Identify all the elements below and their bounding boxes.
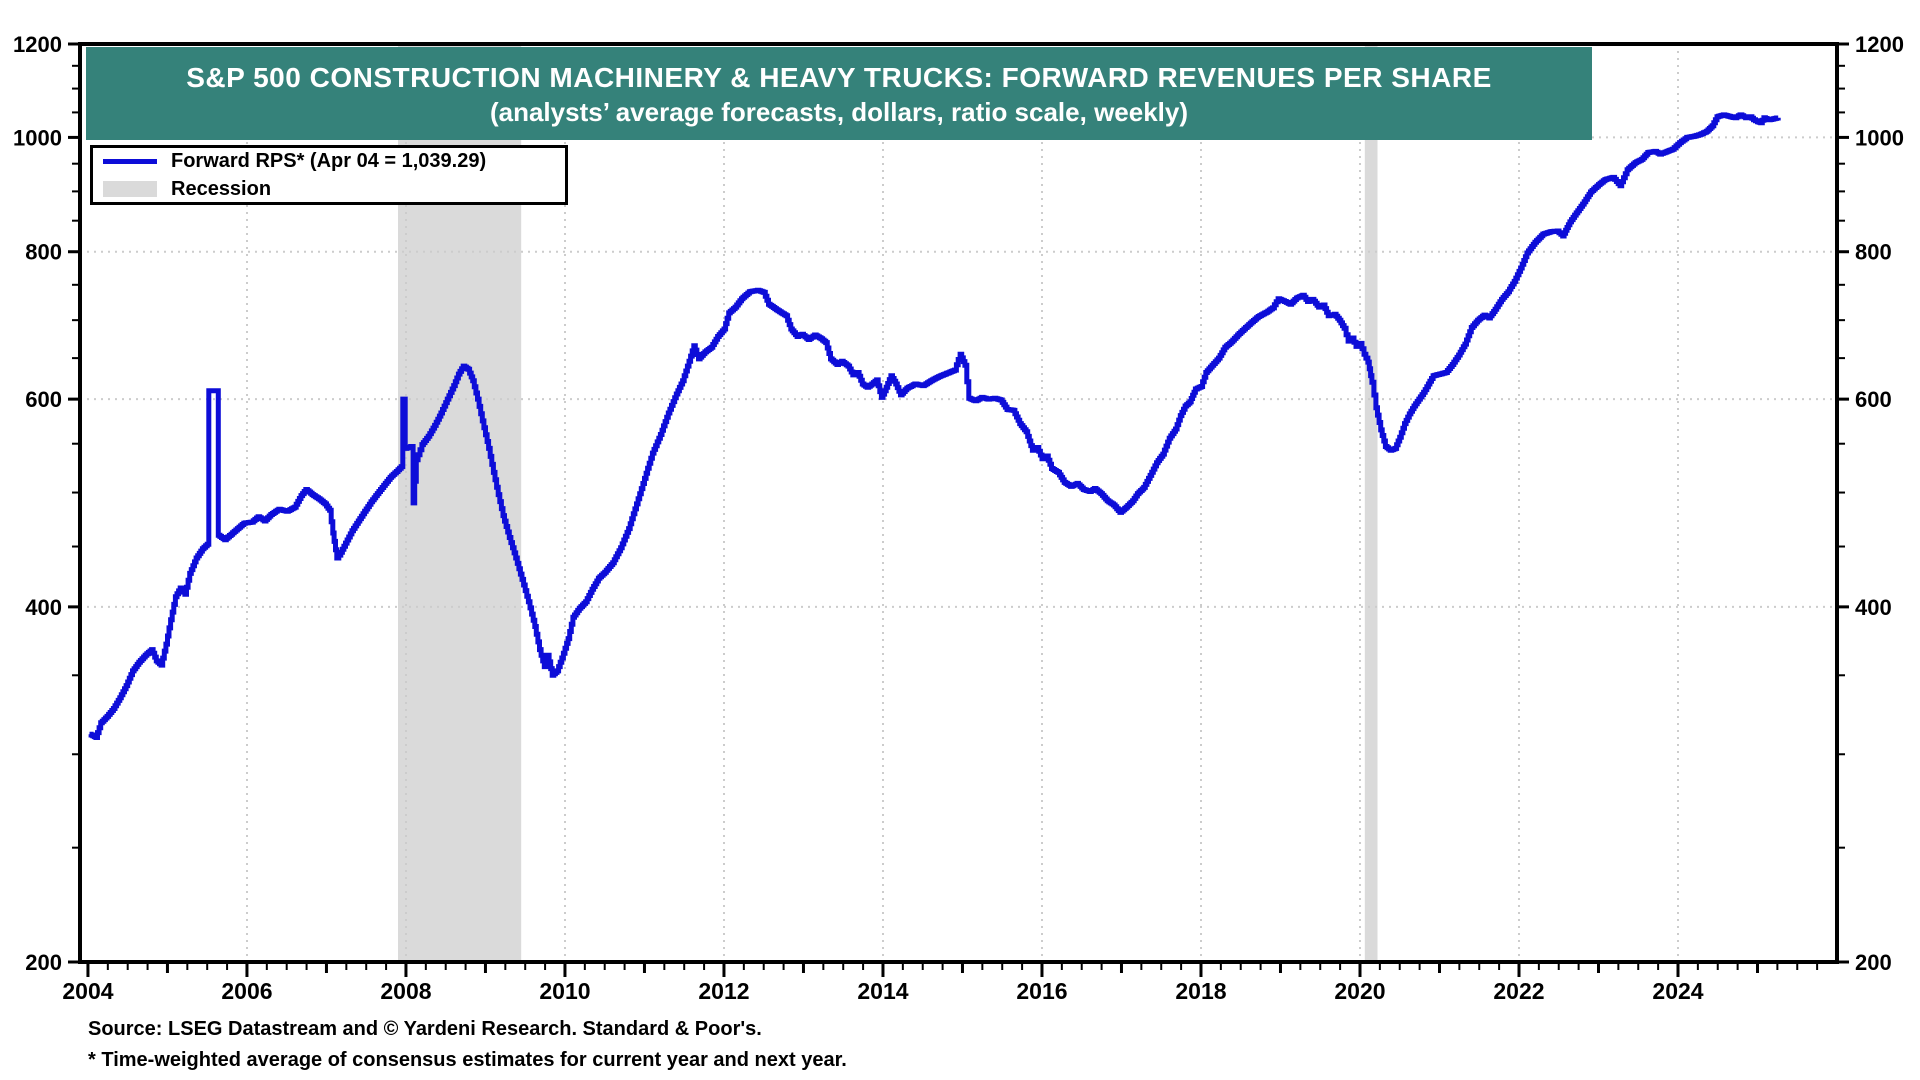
x-axis-label: 2006 (221, 978, 272, 1004)
x-axis-label: 2016 (1016, 978, 1067, 1004)
legend-box: Forward RPS* (Apr 04 = 1,039.29) Recessi… (90, 145, 568, 205)
y-axis-label-right: 800 (1855, 240, 1892, 265)
y-axis-label-right: 600 (1855, 387, 1892, 412)
y-axis-label-left: 1000 (13, 125, 62, 150)
legend-item-recession: Recession (103, 176, 565, 202)
y-axis-label-left: 800 (25, 240, 62, 265)
chart-title: S&P 500 CONSTRUCTION MACHINERY & HEAVY T… (186, 62, 1492, 93)
recession-band (1364, 44, 1378, 962)
x-axis-label: 2022 (1493, 978, 1544, 1004)
x-axis-label: 2010 (539, 978, 590, 1004)
y-axis-label-left: 200 (25, 950, 62, 975)
legend-series-label: Forward RPS* (Apr 04 = 1,039.29) (171, 149, 487, 172)
y-axis-label-right: 1000 (1855, 125, 1904, 150)
legend-item-forward-rps: Forward RPS* (Apr 04 = 1,039.29) (103, 148, 565, 174)
x-axis-label: 2018 (1175, 978, 1226, 1004)
x-axis-label: 2012 (698, 978, 749, 1004)
x-axis-label: 2020 (1334, 978, 1385, 1004)
legend-recession-label: Recession (171, 177, 272, 200)
legend-line-swatch-wrap (103, 158, 159, 164)
footnote: * Time-weighted average of consensus est… (88, 1049, 847, 1071)
chart-subtitle: (analysts’ average forecasts, dollars, r… (489, 96, 1189, 127)
x-axis-label: 2008 (380, 978, 431, 1004)
x-axis-label: 2024 (1652, 978, 1703, 1004)
y-axis-label-right: 400 (1855, 595, 1892, 620)
plot-frame (78, 42, 1839, 964)
y-axis-label-right: 1200 (1855, 32, 1904, 57)
y-axis-label-left: 1200 (13, 32, 62, 57)
series-line-swatch (103, 158, 157, 164)
source-note: Source: LSEG Datastream and © Yardeni Re… (88, 1018, 762, 1040)
chart-title-banner: S&P 500 CONSTRUCTION MACHINERY & HEAVY T… (86, 47, 1592, 140)
legend-rect-swatch-wrap (103, 181, 159, 197)
y-axis-label-left: 400 (25, 595, 62, 620)
y-axis-label-right: 200 (1855, 950, 1892, 975)
y-axis-label-left: 600 (25, 387, 62, 412)
x-axis-label: 2014 (857, 978, 908, 1004)
recession-swatch (103, 181, 157, 197)
forward-rps-line (88, 112, 1781, 740)
x-axis-label: 2004 (62, 978, 113, 1004)
